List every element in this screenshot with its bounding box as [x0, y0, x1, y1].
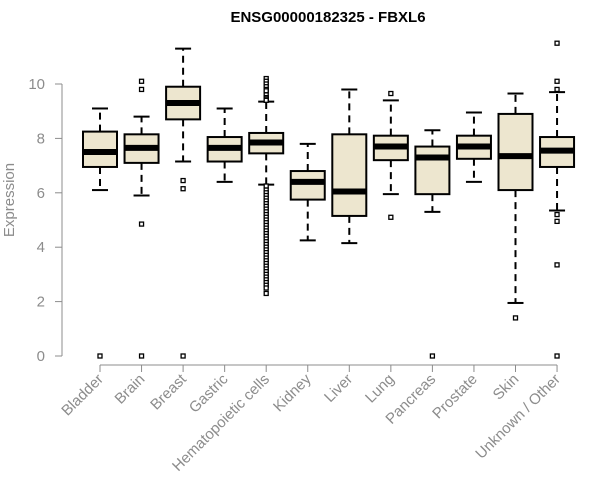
iqr-box [497, 112, 534, 192]
outlier-point [138, 86, 145, 93]
box-unknown-other [539, 40, 576, 359]
box-lung [372, 90, 409, 220]
outlier-point [263, 290, 269, 297]
box-liver [331, 88, 368, 245]
y-tick-label-2: 2 [37, 294, 45, 311]
box-brain [123, 78, 160, 359]
outlier-point [554, 353, 560, 359]
outlier-point [263, 183, 269, 189]
category-label: Breast [147, 370, 190, 413]
boxes-group [82, 40, 576, 359]
y-axis: 0 2 4 6 8 10 [28, 76, 63, 365]
category-label: Lung [362, 371, 398, 407]
box-pancreas [414, 129, 451, 359]
category-label: Bladder [58, 371, 107, 420]
y-tick-label-8: 8 [37, 130, 45, 147]
outlier-point [263, 97, 269, 103]
y-tick-label-10: 10 [28, 76, 45, 93]
category-label: Kidney [270, 370, 315, 415]
box-bladder [82, 107, 118, 359]
box-gastric [206, 107, 243, 183]
box-kidney [289, 142, 326, 242]
category-label: Prostate [429, 371, 481, 423]
outlier-point [554, 40, 560, 46]
category-label: Brain [112, 371, 149, 408]
outlier-point [512, 315, 519, 321]
outlier-point [388, 214, 394, 220]
outlier-point [554, 218, 560, 225]
outlier-point [138, 353, 145, 359]
box-skin [497, 92, 534, 321]
iqr-box [289, 170, 326, 201]
outlier-point [263, 285, 269, 291]
box-breast [165, 47, 202, 359]
outlier-point [180, 177, 186, 184]
outlier-point [554, 262, 560, 268]
x-axis [99, 364, 558, 372]
category-label: Skin [490, 371, 523, 404]
outlier-point [180, 186, 186, 192]
outlier-point [97, 353, 103, 359]
y-tick-label-6: 6 [37, 185, 45, 202]
outlier-point [180, 353, 186, 359]
y-tick-label-4: 4 [37, 239, 45, 256]
iqr-box [331, 133, 368, 217]
chart-title: ENSG00000182325 - FBXL6 [230, 9, 425, 26]
y-tick-label-0: 0 [37, 348, 45, 365]
outlier-point [429, 353, 436, 359]
box-prostate [455, 111, 492, 183]
box-hematopoietic-cells [248, 75, 285, 297]
outlier-point [138, 78, 145, 84]
y-axis-label: Expression [1, 163, 18, 237]
outlier-point [138, 221, 145, 227]
outlier-point [554, 211, 560, 218]
outlier-point [554, 86, 560, 93]
outlier-point [388, 90, 394, 97]
category-label: Liver [321, 371, 356, 406]
iqr-box [414, 145, 451, 196]
outlier-point [554, 78, 560, 84]
outlier-point [263, 88, 269, 94]
